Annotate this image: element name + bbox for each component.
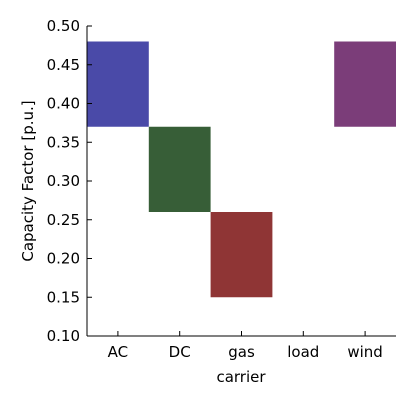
- x-tick-label-load: load: [287, 343, 319, 361]
- y-tick-label: 0.50: [47, 17, 80, 35]
- y-axis-label: Capacity Factor [p.u.]: [19, 100, 37, 261]
- x-tick-label-gas: gas: [228, 343, 255, 361]
- x-tick-label-ac: AC: [108, 343, 128, 361]
- y-tick-label: 0.45: [47, 56, 80, 74]
- x-ticks: AC DC gas load wind: [108, 331, 383, 361]
- bar-ac: [87, 41, 149, 127]
- bar-gas: [210, 212, 273, 298]
- y-tick-label: 0.15: [47, 288, 80, 306]
- y-tick-label: 0.35: [47, 133, 80, 151]
- y-tick-label: 0.30: [47, 172, 80, 190]
- y-tick-label: 0.40: [47, 95, 80, 113]
- bar-wind: [334, 41, 396, 127]
- y-ticks: 0.10 0.15 0.20 0.25 0.30 0.35 0.40 0.45 0.50: [47, 17, 92, 345]
- y-tick-label: 0.10: [47, 327, 80, 345]
- x-tick-label-dc: DC: [169, 343, 191, 361]
- x-tick-label-wind: wind: [347, 343, 382, 361]
- x-axis-label: carrier: [216, 368, 266, 386]
- bar-dc: [148, 126, 211, 212]
- y-tick-label: 0.25: [47, 211, 80, 229]
- y-tick-label: 0.20: [47, 250, 80, 268]
- bars-layer: [87, 41, 396, 298]
